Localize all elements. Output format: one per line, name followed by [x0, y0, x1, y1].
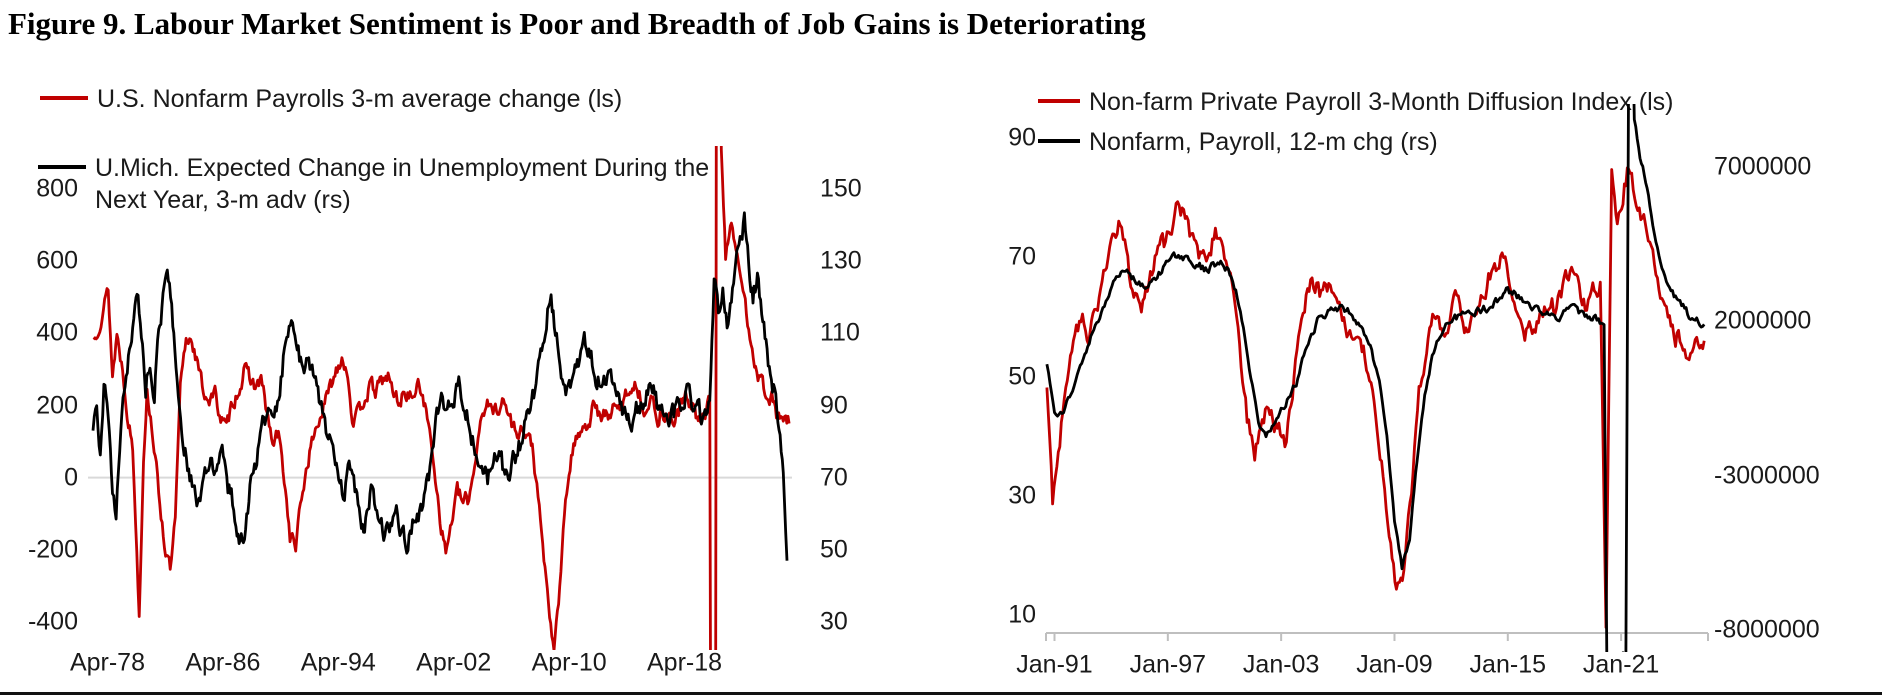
- left-chart-rs-tick-label: 130: [820, 246, 862, 275]
- black-line-swatch: [1038, 139, 1080, 143]
- legend-item-diffusion-index: Non-farm Private Payroll 3-Month Diffusi…: [1038, 86, 1838, 118]
- left-chart-ls-tick-label: -400: [27, 607, 78, 636]
- right-chart-rs-tick-label: 7000000: [1714, 152, 1812, 181]
- left-chart-rs-tick-label: 110: [820, 318, 860, 347]
- left-chart-ls-tick-label: 600: [36, 246, 78, 275]
- right-chart-ls-tick-label: 70: [1008, 242, 1036, 271]
- right-chart-ls-tick-label: 30: [1008, 481, 1036, 510]
- legend-item-nonfarm-payrolls: U.S. Nonfarm Payrolls 3-m average change…: [40, 83, 740, 115]
- left-chart-rs-tick-label: 150: [820, 174, 862, 203]
- legend-item-nonfarm-payroll-12m: Nonfarm, Payroll, 12-m chg (rs): [1038, 126, 1838, 158]
- left-chart-series-2-line: [91, 211, 789, 561]
- right-chart-x-tick-label: Jan-91: [1016, 650, 1093, 679]
- left-chart-rs-tick-label: 70: [820, 463, 848, 492]
- right-chart-series-1-line: [1045, 166, 1706, 629]
- right-chart-rs-tick-label: -8000000: [1714, 615, 1820, 644]
- figure-bottom-rule: [0, 692, 1882, 695]
- right-chart-x-tick-label: Jan-15: [1469, 650, 1547, 679]
- left-chart-x-tick-label: Apr-10: [531, 648, 607, 677]
- left-chart-ls-tick-label: 0: [64, 463, 78, 492]
- left-chart-x-tick-label: Apr-78: [69, 648, 145, 677]
- left-chart-x-tick-label: Apr-02: [416, 648, 492, 677]
- red-line-swatch: [1038, 99, 1080, 103]
- left-chart-ls-tick-label: 200: [36, 391, 78, 419]
- left-chart-ls-tick-label: -200: [27, 535, 78, 564]
- left-chart-rs-tick-label: 50: [820, 535, 848, 564]
- black-line-swatch: [38, 165, 86, 169]
- right-chart-ls-tick-label: 50: [1008, 362, 1036, 390]
- left-chart-x-tick-label: Apr-86: [185, 648, 261, 677]
- right-chart-x-tick-label: Jan-09: [1356, 650, 1433, 679]
- legend-label: Nonfarm, Payroll, 12-m chg (rs): [1089, 128, 1438, 156]
- legend-label: Non-farm Private Payroll 3-Month Diffusi…: [1089, 88, 1674, 116]
- right-chart-series-2-line: [1045, 104, 1706, 652]
- right-chart-x-tick-label: Jan-21: [1582, 650, 1660, 679]
- red-line-swatch: [40, 96, 88, 100]
- left-chart-ls-tick-label: 800: [36, 174, 78, 203]
- left-chart-rs-tick-label: 90: [820, 391, 848, 419]
- left-chart-ls-tick-label: 400: [36, 318, 78, 347]
- left-chart-rs-tick-label: 30: [820, 607, 848, 636]
- legend-label: U.Mich. Expected Change in Unemployment …: [95, 154, 710, 214]
- left-chart-series-1-line: [92, 146, 791, 650]
- left-chart-x-tick-label: Apr-18: [646, 648, 723, 677]
- right-chart-ls-tick-label: 90: [1008, 123, 1036, 152]
- left-chart-x-tick-label: Apr-94: [300, 648, 376, 677]
- right-chart-x-tick-label: Jan-97: [1129, 650, 1207, 679]
- legend-label: U.S. Nonfarm Payrolls 3-m average change…: [97, 85, 623, 113]
- right-chart-x-tick-label: Jan-03: [1242, 650, 1320, 679]
- figure-title: Figure 9. Labour Market Sentiment is Poo…: [8, 6, 1146, 41]
- right-chart-rs-tick-label: -3000000: [1714, 461, 1820, 490]
- right-chart-rs-tick-label: 2000000: [1714, 306, 1812, 335]
- legend-item-umich-expected-unemployment: U.Mich. Expected Change in Unemployment …: [38, 152, 738, 216]
- right-chart-ls-tick-label: 10: [1008, 600, 1036, 629]
